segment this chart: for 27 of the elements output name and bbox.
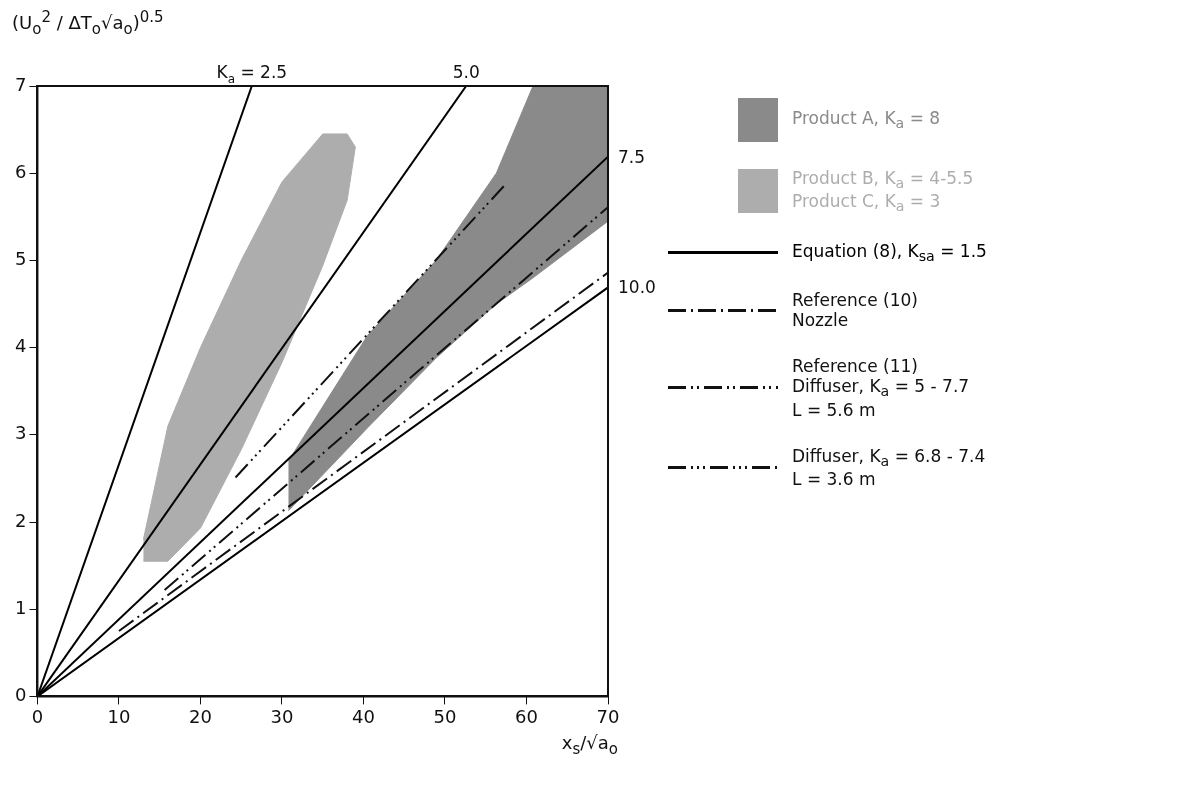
x-tick-label: 50 (433, 705, 457, 727)
y-tick-label: 2 (15, 509, 27, 531)
legend-label: Diffuser, K$_{a}$ = 6.8 - 7.4 L = 3.6 m (792, 445, 986, 489)
text: Product B, K$_{a}$ = 4-5.5 Product C, K$_{a}$ = 3 (792, 168, 974, 215)
y-tick-label: 5 (15, 248, 27, 270)
x-tick-label: 60 (515, 705, 538, 727)
text: (U$_{o}$$^{2}$ / ΔT$_{o}$√a$_{o}$)$^{0.5}$ (12, 8, 164, 38)
legend-label: Reference (10) Nozzle (792, 290, 918, 331)
text: Product A, K$_{a}$ = 8 (792, 108, 941, 132)
text: Equation (8), K$_{sa}$ = 1.5 (792, 240, 987, 265)
x-tick-label: 20 (189, 705, 212, 727)
legend-label: Reference (11) Diffuser, K$_{a}$ = 5 - 7.7 L = 5.6 m (792, 356, 970, 420)
x-tick-label: 10 (107, 705, 131, 727)
annotation: 7.5 (618, 146, 646, 167)
x-tick-label: 70 (596, 705, 620, 727)
y-tick-label: 0 (15, 684, 27, 706)
y-tick-label: 6 (15, 160, 27, 182)
x-tick-label: 30 (270, 705, 294, 727)
y-tick-label: 7 (15, 73, 27, 95)
annotation: 10.0 (618, 277, 656, 298)
x-tick-label: 0 (31, 705, 44, 727)
x-tick-label: 40 (352, 705, 375, 727)
x-axis-title: x$_{s}$/√a$_{o}$ (560, 732, 619, 758)
y-tick-label: 3 (15, 422, 27, 444)
annotation: 5.0 (452, 62, 480, 82)
y-tick-label: 1 (15, 596, 27, 618)
y-tick-label: 4 (15, 335, 27, 357)
